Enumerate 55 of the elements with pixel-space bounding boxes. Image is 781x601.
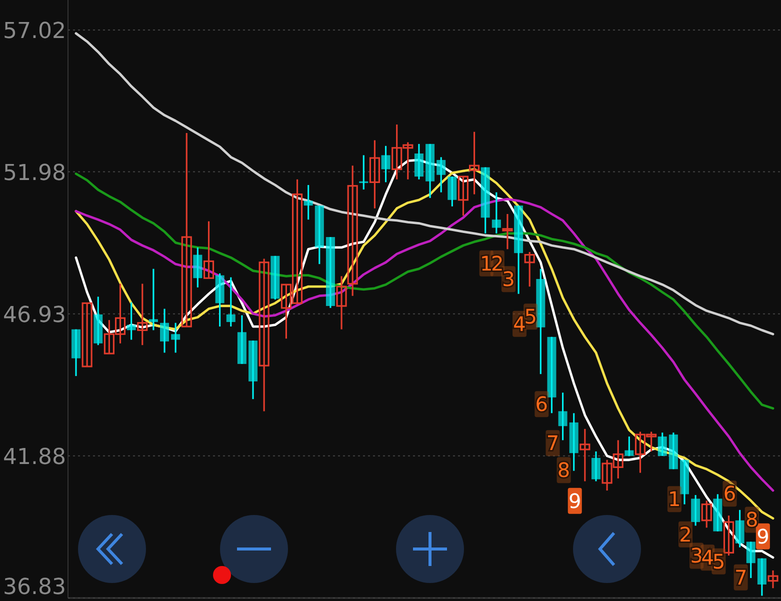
candlestick <box>436 156 446 194</box>
text: 8 <box>746 508 758 532</box>
candlestick <box>347 164 358 297</box>
text: 6 <box>723 482 736 506</box>
candlestick <box>414 143 424 180</box>
text: 3 <box>690 544 703 568</box>
text: 5 <box>524 304 537 329</box>
candlestick <box>768 570 778 589</box>
y-tick-label: 36.83 <box>3 575 66 600</box>
y-tick-label: 41.88 <box>3 444 66 470</box>
text: 4 <box>701 546 714 570</box>
text: 6 <box>535 392 548 416</box>
candlestick <box>691 494 700 526</box>
candlestick <box>502 213 513 250</box>
candlestick <box>126 302 136 341</box>
candlestick <box>558 392 568 441</box>
candlestick <box>181 132 192 328</box>
y-tick-label: 46.93 <box>3 302 66 328</box>
candlestick <box>448 176 457 208</box>
candlestick <box>624 436 634 457</box>
candlestick <box>171 322 180 354</box>
line-series <box>74 32 774 336</box>
text: 5 <box>712 549 726 574</box>
line-series <box>74 172 774 410</box>
candlestick <box>226 276 236 328</box>
candlestick <box>658 432 667 457</box>
text: 9 <box>756 524 770 548</box>
text: 2 <box>491 251 504 276</box>
candlestick <box>137 282 148 346</box>
text: 1 <box>480 251 493 276</box>
candlestick <box>336 275 347 330</box>
candlestick <box>591 450 600 482</box>
candlestick <box>82 302 92 368</box>
y-tick-label: 51.98 <box>3 160 66 186</box>
text: 2 <box>679 522 692 546</box>
candlestick <box>304 184 313 220</box>
candlestick <box>580 428 590 482</box>
text: 7 <box>546 431 560 456</box>
candlestick <box>148 268 158 331</box>
text: 7 <box>734 565 748 590</box>
candlestick <box>193 246 202 288</box>
candlestick <box>381 145 390 183</box>
text: 1 <box>668 487 681 512</box>
candlestick <box>492 192 501 234</box>
candlestick <box>524 251 535 288</box>
candlestick <box>258 258 270 412</box>
candlestick <box>160 308 170 354</box>
text: 8 <box>557 458 570 482</box>
text: 3 <box>502 267 515 292</box>
candlestick <box>701 500 712 528</box>
text: 4 <box>513 312 526 336</box>
candlestick <box>746 540 756 579</box>
y-tick-label: 57.02 <box>3 19 66 44</box>
text: 9 <box>568 488 582 513</box>
candlestick <box>735 509 744 548</box>
